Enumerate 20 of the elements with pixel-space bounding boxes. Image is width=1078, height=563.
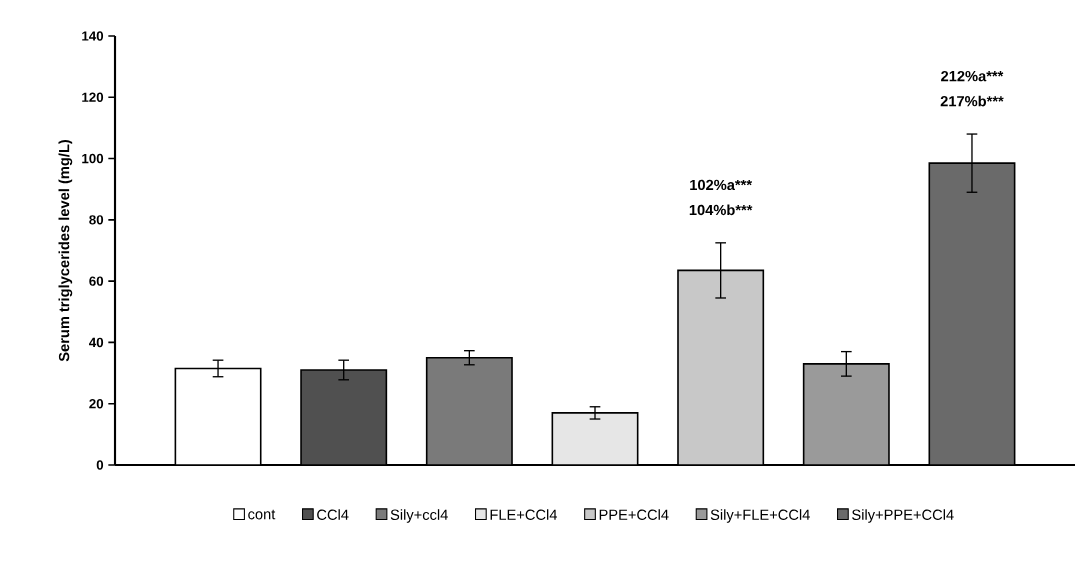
legend-label: cont [248, 509, 276, 520]
legend-label: FLE+CCl4 [490, 509, 558, 520]
annotation: 217%b*** [940, 95, 1004, 107]
legend-label: Sily+PPE+CCl4 [852, 509, 954, 523]
y-tick-label: 140 [82, 31, 104, 41]
y-tick-label: 120 [82, 92, 104, 102]
legend-label: Sily+ccl4 [390, 509, 448, 523]
annotation: 104%b*** [689, 204, 753, 216]
y-tick-label: 80 [89, 215, 104, 225]
annotation: 102%a*** [690, 179, 753, 191]
annotation: 212%a*** [941, 70, 1004, 82]
y-tick-label: 40 [89, 337, 104, 348]
y-tick-label: 60 [89, 276, 104, 286]
legend-label: CCl4 [317, 509, 349, 520]
y-tick-label: 0 [96, 460, 104, 470]
y-axis-title: Serum triglycerides level (mg/L) [58, 139, 73, 362]
y-tick-label: 100 [82, 153, 104, 164]
legend-label: Sily+FLE+CCl4 [710, 509, 810, 523]
y-tick-label: 20 [89, 398, 104, 409]
legend-label: PPE+CCl4 [599, 509, 669, 520]
